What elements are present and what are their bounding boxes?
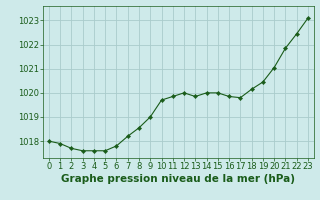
- X-axis label: Graphe pression niveau de la mer (hPa): Graphe pression niveau de la mer (hPa): [61, 174, 295, 184]
